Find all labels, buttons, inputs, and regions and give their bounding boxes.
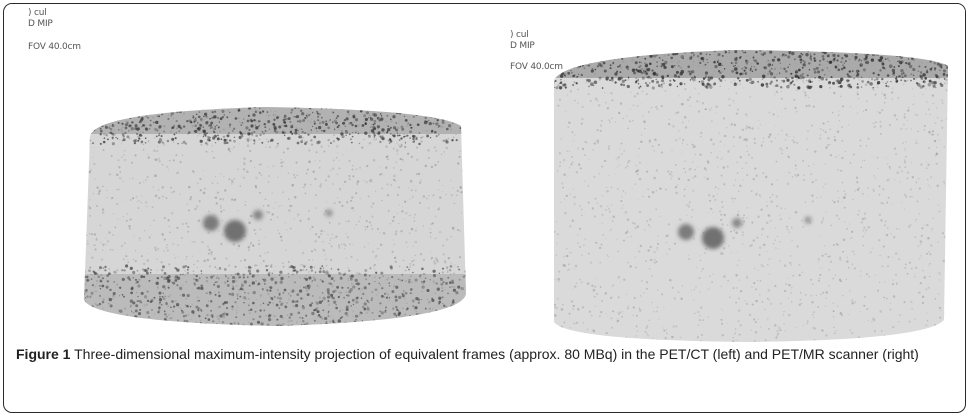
petmr-mip-panel: ) cul D MIP FOV 40.0cm bbox=[486, 4, 965, 342]
figure-frame: ) cul D MIP FOV 40.0cm bbox=[3, 3, 966, 413]
sphere-2 bbox=[224, 220, 246, 242]
hot-spheres bbox=[203, 209, 333, 242]
petct-mip-image bbox=[84, 107, 466, 326]
figure-caption: Figure 1 Three-dimensional maximum-inten… bbox=[16, 344, 956, 365]
overlay-line: FOV 40.0cm bbox=[510, 62, 563, 72]
petmr-mip-image bbox=[554, 50, 948, 342]
figure-label: Figure 1 bbox=[16, 346, 71, 362]
sphere-3 bbox=[732, 218, 742, 228]
caption-text: Three-dimensional maximum-intensity proj… bbox=[70, 346, 919, 362]
sphere-1 bbox=[678, 224, 694, 240]
sphere-4 bbox=[804, 216, 812, 224]
hot-spheres bbox=[678, 216, 812, 249]
overlay-line: FOV 40.0cm bbox=[28, 42, 81, 52]
phantom-cylinder bbox=[554, 50, 948, 342]
overlay-line: ) cul bbox=[28, 8, 47, 18]
overlay-line: ) cul bbox=[510, 30, 529, 40]
sphere-1 bbox=[203, 215, 219, 231]
phantom-cylinder bbox=[84, 107, 466, 326]
petct-mip-panel: ) cul D MIP FOV 40.0cm bbox=[6, 4, 487, 342]
overlay-line: D MIP bbox=[28, 19, 53, 29]
sphere-3 bbox=[253, 210, 263, 220]
scan-overlay-text: ) cul D MIP FOV 40.0cm bbox=[28, 8, 81, 53]
sphere-4 bbox=[325, 209, 333, 217]
overlay-line: D MIP bbox=[510, 41, 535, 51]
sphere-2 bbox=[702, 227, 724, 249]
scan-overlay-text: ) cul D MIP FOV 40.0cm bbox=[510, 30, 563, 73]
